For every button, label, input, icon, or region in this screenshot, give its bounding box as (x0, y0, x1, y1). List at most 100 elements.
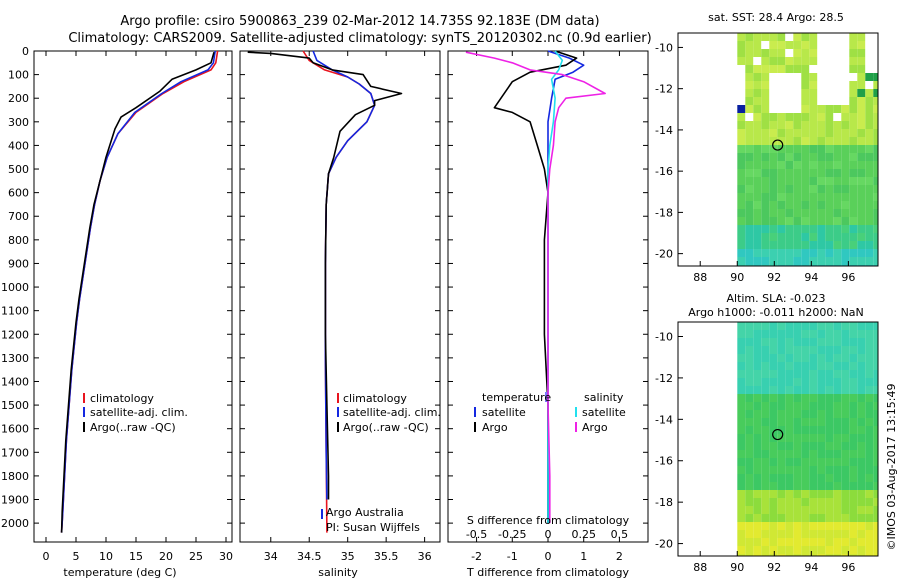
map-cell (745, 530, 754, 538)
map-cell (801, 161, 810, 169)
y-tick-label: 1900 (1, 494, 29, 507)
series-line-argo (247, 51, 403, 500)
map-cell (737, 89, 746, 97)
map-cell (857, 153, 866, 161)
map-cell (865, 554, 874, 556)
map-cell (785, 65, 794, 73)
map-cell (873, 346, 879, 354)
map-cell (769, 546, 778, 554)
map-cell (753, 530, 762, 538)
map-cell (865, 474, 874, 482)
map-cell (849, 177, 858, 185)
map-cell (865, 346, 874, 354)
map-cell (817, 129, 826, 137)
map-cell (809, 402, 818, 410)
map-cell (817, 458, 826, 466)
map-cell (801, 105, 810, 113)
map-cell (809, 137, 818, 145)
map-cell (801, 153, 810, 161)
map-cell (857, 522, 866, 530)
map-cell (737, 442, 746, 450)
map-cell (793, 41, 802, 49)
map-cell (849, 402, 858, 410)
map-cell (865, 161, 874, 169)
map-cell (801, 225, 810, 233)
map-cell (857, 185, 866, 193)
map-cell (761, 241, 770, 249)
map-cell (873, 506, 879, 514)
map-cell (801, 370, 810, 378)
map-cell (873, 193, 879, 201)
map-cell (825, 137, 834, 145)
map-cell (793, 394, 802, 402)
argo-location-marker (772, 139, 784, 151)
map-cell (825, 338, 834, 346)
map-cell (817, 81, 826, 89)
map-cell (841, 514, 850, 522)
map-cell (737, 113, 746, 121)
map-cell (833, 241, 842, 249)
map-cell (817, 554, 826, 556)
map-cell (833, 514, 842, 522)
map-cell (745, 201, 754, 209)
map-cell (745, 257, 754, 265)
map-cell (817, 249, 826, 257)
map-cell (865, 73, 874, 81)
map-cell (777, 169, 786, 177)
map-cell (745, 177, 754, 185)
legend-title-temperature: temperature (482, 391, 551, 404)
map-cell (769, 217, 778, 225)
map-cell (809, 490, 818, 498)
map-cell (833, 129, 842, 137)
map-cell (849, 458, 858, 466)
map-cell (745, 474, 754, 482)
map-cell (841, 33, 850, 41)
map-cell (761, 498, 770, 506)
map-cell (801, 209, 810, 217)
map-cell (801, 426, 810, 434)
map-cell (833, 482, 842, 490)
map-cell (737, 185, 746, 193)
map-cell (817, 161, 826, 169)
map-cell (841, 177, 850, 185)
map-cell (793, 153, 802, 161)
map-cell (769, 442, 778, 450)
map-cell (833, 145, 842, 153)
map-cell (785, 394, 794, 402)
map-cell (833, 378, 842, 386)
map-cell (865, 225, 874, 233)
map-cell (737, 538, 746, 546)
map-cell (841, 370, 850, 378)
map-cell (841, 153, 850, 161)
map-y-tick-label: -20 (655, 538, 673, 551)
map-cell (801, 394, 810, 402)
legend-text-t-satellite: satellite (482, 406, 526, 419)
map-cell (825, 514, 834, 522)
map-cell (769, 450, 778, 458)
map-cell (865, 49, 874, 57)
map-cell (817, 65, 826, 73)
map-cell (753, 418, 762, 426)
map-cell (849, 354, 858, 362)
map-cell (857, 450, 866, 458)
map-cell (777, 466, 786, 474)
map-cell (777, 386, 786, 394)
map-cell (769, 65, 778, 73)
map-cell (817, 498, 826, 506)
map-cell (761, 514, 770, 522)
map-cell (873, 65, 879, 73)
map-cell (841, 402, 850, 410)
map-cell (817, 185, 826, 193)
map-cell (761, 434, 770, 442)
map-cell (745, 330, 754, 338)
map-cell (865, 217, 874, 225)
map-cell (873, 522, 879, 530)
map-y-tick-label: -18 (655, 206, 673, 219)
map-cell (833, 450, 842, 458)
map-cell (793, 201, 802, 209)
map-cell (865, 418, 874, 426)
map-cell (825, 418, 834, 426)
map-cell (857, 161, 866, 169)
map-cell (737, 378, 746, 386)
map-cell (737, 554, 746, 556)
